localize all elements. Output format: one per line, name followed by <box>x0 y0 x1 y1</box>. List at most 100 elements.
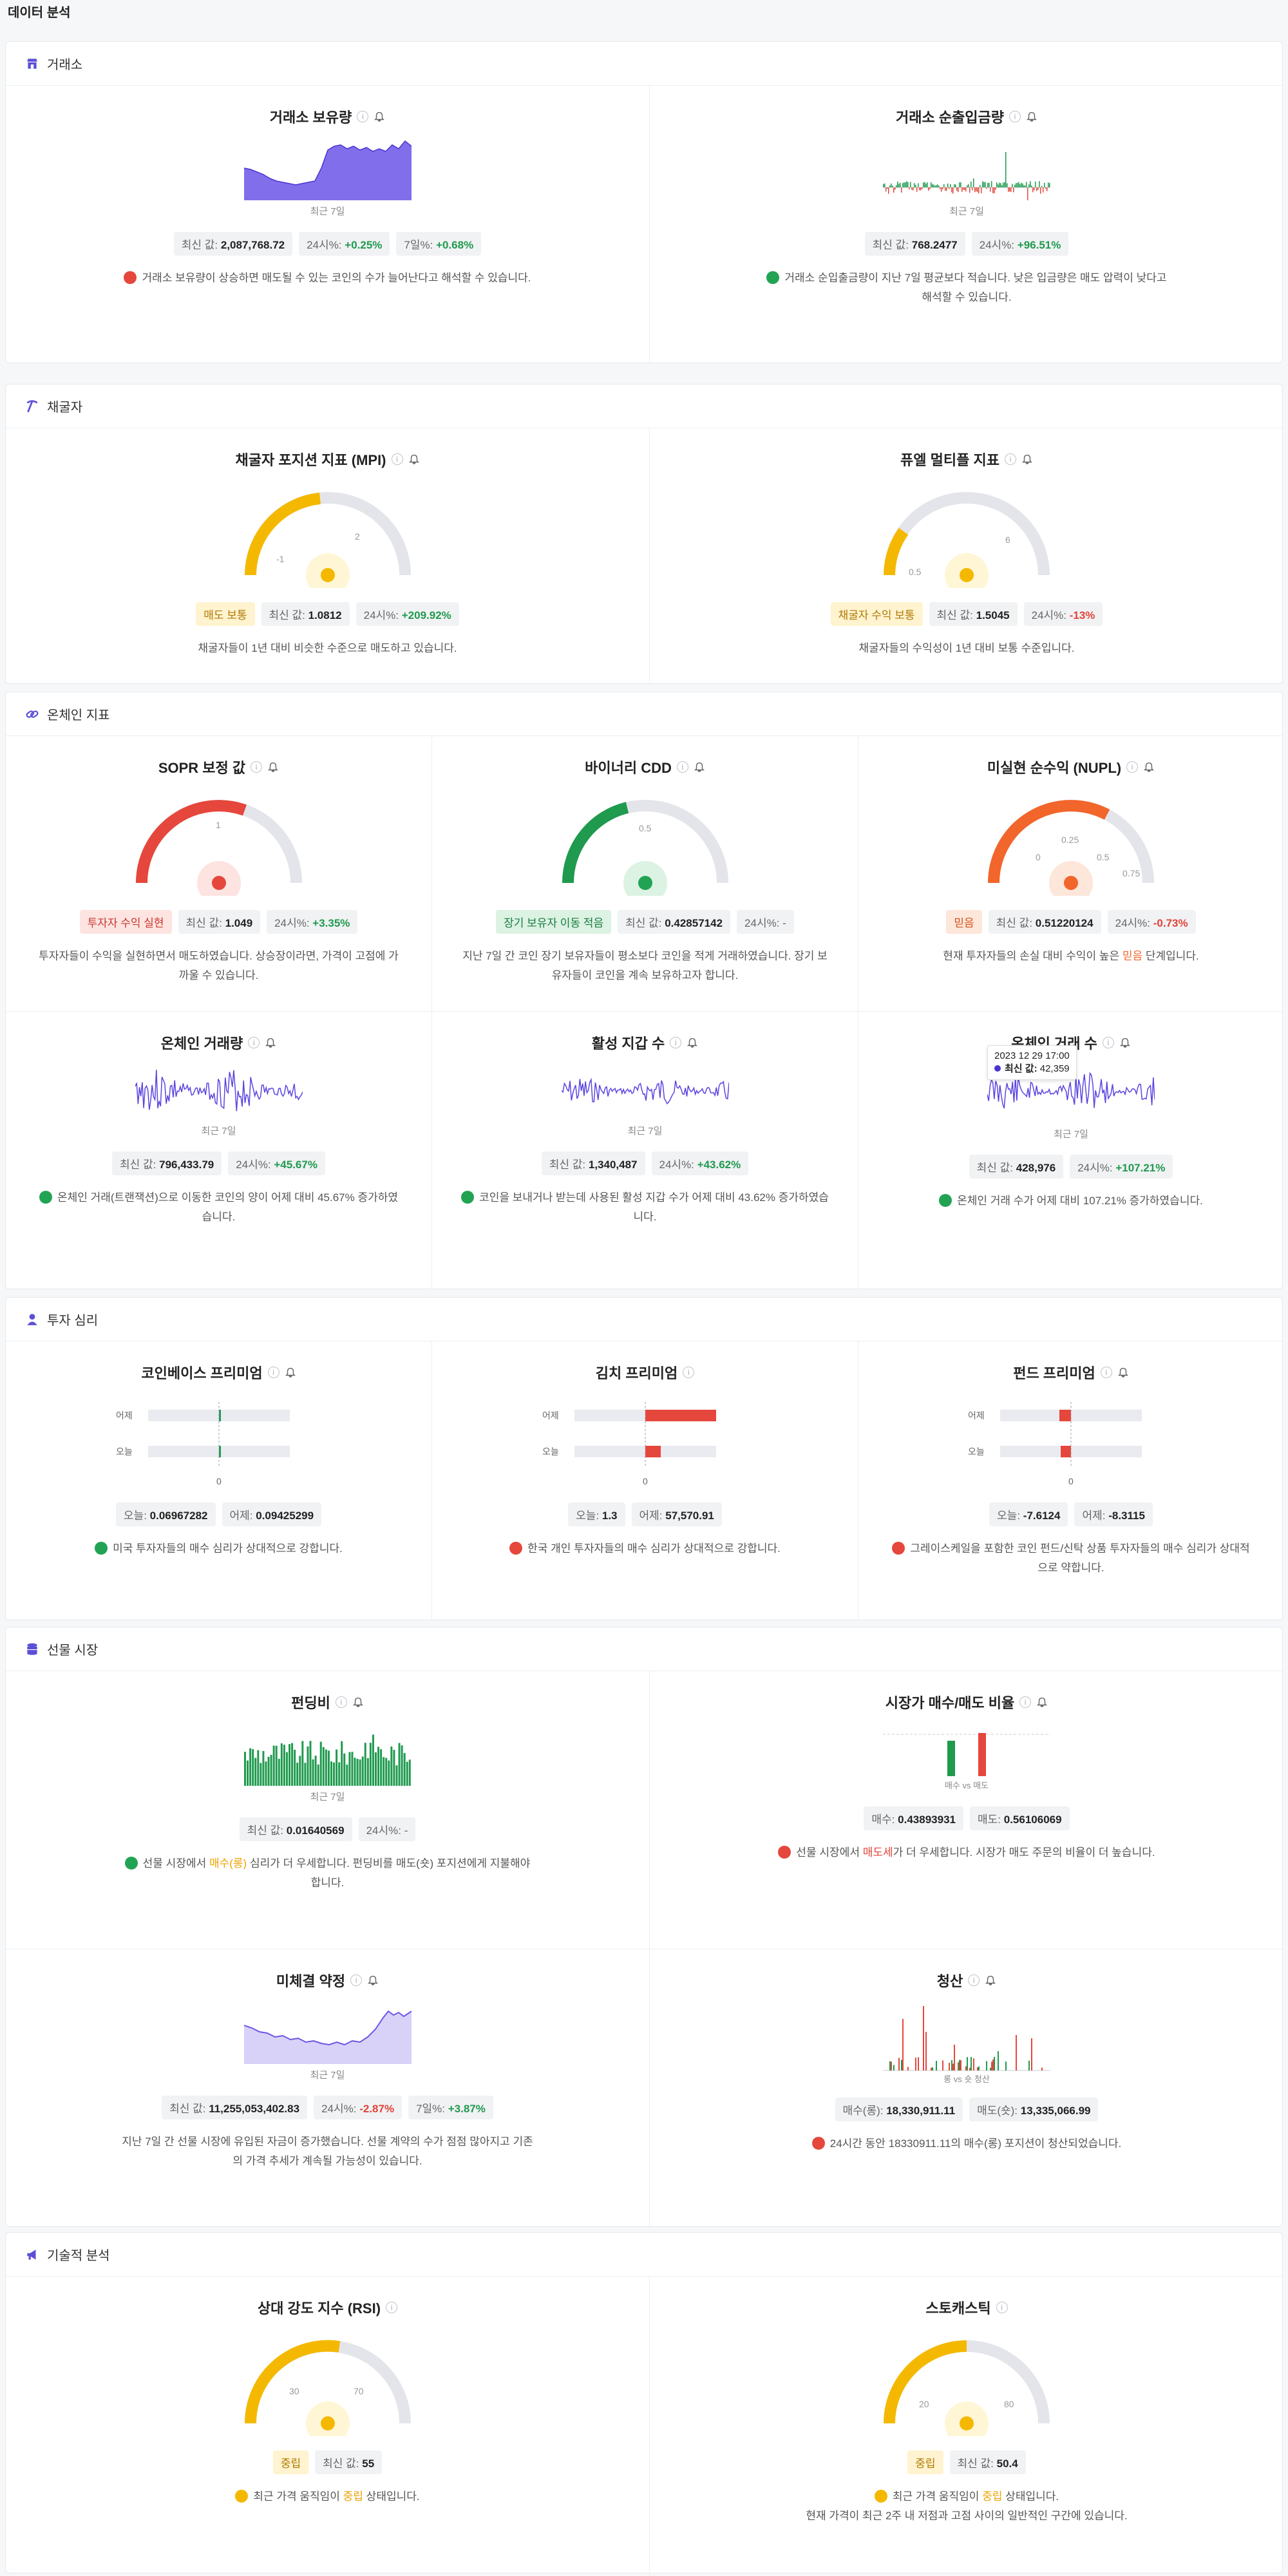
card-exchange-reserve[interactable]: 거래소 보유량 i 최근 7일 최신 값: 2,087,768.72 24시%: … <box>6 86 650 363</box>
database-icon <box>27 1643 37 1655</box>
info-icon[interactable]: i <box>1126 761 1139 773</box>
bar <box>345 1765 348 1786</box>
bell-icon[interactable] <box>367 1975 379 1986</box>
info-icon[interactable]: i <box>1019 1696 1032 1708</box>
bar <box>296 1763 298 1786</box>
bar <box>958 2062 959 2070</box>
bar <box>909 187 910 190</box>
card-exchange-netflow[interactable]: 거래소 순출입금량 i 최근 7일 최신 값: 768.2477 24시%: +9… <box>650 86 1282 363</box>
netflow-bar-chart <box>883 152 1050 200</box>
card-mpi[interactable]: 채굴자 포지션 지표 (MPI) i -1 2 매도 보통 최신 값: 1.081… <box>6 428 650 683</box>
card-description: 지난 7일 간 선물 시장에 유입된 자금이 증가했습니다. 선물 계약의 수가… <box>122 2136 533 2167</box>
info-icon[interactable]: i <box>251 761 263 773</box>
bar <box>981 187 982 194</box>
bar <box>905 182 906 187</box>
card-taker-ratio[interactable]: 시장가 매수/매도 비율 i 매수 vs 매도 매수: 0.43893931 매도… <box>650 1671 1282 1949</box>
liquidation-bar-chart: 롱 vs 숏 청산 <box>883 2006 1050 2083</box>
card-coinbase-premium[interactable]: 코인베이스 프리미엄 i 어제 오늘 0 오늘: 0.06967282 어제: 0… <box>6 1341 432 1620</box>
bar <box>902 2019 904 2070</box>
card-onchain-volume[interactable]: 온체인 거래량 i 최근 7일 최신 값: 796,433.79 24시%: +4… <box>6 1012 432 1289</box>
bar <box>949 187 950 189</box>
bell-icon[interactable] <box>1117 1367 1129 1378</box>
bar <box>387 1760 390 1786</box>
line-chart <box>561 1077 729 1104</box>
bar <box>312 1759 314 1786</box>
bar <box>952 187 954 194</box>
bar <box>1028 2060 1030 2070</box>
card-open-interest[interactable]: 미체결 약정 i 최근 7일 최신 값: 11,255,053,402.83 24… <box>6 1949 650 2226</box>
card-description: 그레이스케일을 포함한 코인 펀드/신탁 상품 투자자들의 매수 심리가 상대적… <box>891 1539 1251 1578</box>
bar <box>275 1745 278 1786</box>
info-icon[interactable]: i <box>267 1367 279 1378</box>
info-icon[interactable]: i <box>391 453 403 465</box>
bar <box>888 187 889 194</box>
info-icon[interactable]: i <box>350 1975 363 1986</box>
info-icon[interactable]: i <box>676 761 688 773</box>
card-stochastic[interactable]: 스토캐스틱 i 20 80 중립 최신 값: 50.4 최근 가격 움직임이 중립… <box>650 2277 1282 2573</box>
info-icon[interactable]: i <box>335 1696 347 1708</box>
page-title-text: 데이터 분석 <box>8 5 71 20</box>
bell-icon[interactable] <box>265 1037 276 1048</box>
bar <box>963 187 964 190</box>
info-icon[interactable]: i <box>386 2302 398 2313</box>
bell-icon[interactable] <box>1026 111 1037 122</box>
info-icon[interactable]: i <box>1009 111 1021 122</box>
bar <box>951 2060 952 2070</box>
bar <box>892 185 893 187</box>
info-icon[interactable]: i <box>1004 453 1016 465</box>
bar <box>916 187 918 192</box>
bell-icon[interactable] <box>352 1696 364 1708</box>
bar <box>1036 187 1037 191</box>
card-kimchi-premium[interactable]: 김치 프리미엄 i 어제 오늘 0 오늘: 1.3 어제: 57,570.91 한… <box>432 1341 858 1620</box>
card-active-wallets[interactable]: 활성 지갑 수 i 최근 7일 최신 값: 1,340,487 24시%: +43… <box>432 1012 858 1289</box>
bar <box>343 1753 345 1786</box>
bell-icon[interactable] <box>1119 1037 1131 1048</box>
bell-icon[interactable] <box>694 761 705 773</box>
card-nupl[interactable]: 미실현 순수익 (NUPL) i 0 0.25 0.5 0.75 믿음 최신 값:… <box>858 736 1282 1012</box>
info-icon[interactable]: i <box>1102 1037 1114 1048</box>
bar <box>902 183 904 187</box>
bell-icon[interactable] <box>985 1975 996 1986</box>
bar <box>964 187 965 191</box>
bar <box>969 187 971 193</box>
tooltip-date: 2023 12 29 17:00 <box>994 1050 1070 1061</box>
bell-icon[interactable] <box>1036 1696 1048 1708</box>
svg-text:오늘: 오늘 <box>968 1446 985 1457</box>
bell-icon[interactable] <box>687 1037 698 1048</box>
bar <box>251 1749 254 1786</box>
info-icon[interactable]: i <box>248 1037 260 1048</box>
latest-value: 최신 값: 0.51220124 <box>988 910 1101 934</box>
card-title: 시장가 매수/매도 비율 <box>885 1695 1015 1711</box>
info-icon[interactable]: i <box>968 1975 980 1986</box>
card-binary-cdd[interactable]: 바이너리 CDD i 0.5 장기 보유자 이동 적음 최신 값: 0.42857… <box>432 736 858 1012</box>
bar <box>889 2061 891 2070</box>
bar <box>408 1759 411 1786</box>
chart-period: 최근 7일 <box>949 206 984 217</box>
card-funding-rate[interactable]: 펀딩비 i 최근 7일 최신 값: 0.01640569 24시%: - 선물 시… <box>6 1671 650 1949</box>
bar <box>395 1765 397 1786</box>
info-icon[interactable]: i <box>357 111 369 122</box>
card-liquidation[interactable]: 청산 i 롱 vs 숏 청산 매수(롱): 18,330,911.11 매도(숏)… <box>650 1949 1282 2226</box>
card-title: 스토캐스틱 <box>925 2300 991 2316</box>
info-icon[interactable]: i <box>1100 1367 1112 1378</box>
bar <box>967 2057 968 2070</box>
bell-icon[interactable] <box>374 111 385 122</box>
bar <box>907 182 909 187</box>
bar <box>922 187 923 189</box>
bar <box>946 187 947 191</box>
bell-icon[interactable] <box>1021 453 1033 465</box>
card-puell[interactable]: 퓨엘 멀티플 지표 i 0.5 6 채굴자 수익 보통 최신 값: 1.5045 … <box>650 428 1282 683</box>
info-icon[interactable]: i <box>996 2302 1008 2313</box>
bell-icon[interactable] <box>285 1367 296 1378</box>
card-rsi[interactable]: 상대 강도 지수 (RSI) i 30 70 중립 최신 값: 55 최근 가격 … <box>6 2277 650 2573</box>
gauge-chart: 20 80 <box>884 2340 1050 2436</box>
bell-icon[interactable] <box>1143 761 1155 773</box>
face-icon <box>778 1846 791 1859</box>
info-icon[interactable]: i <box>683 1367 695 1378</box>
bell-icon[interactable] <box>408 453 420 465</box>
card-sopr[interactable]: SOPR 보정 값 i 1 투자자 수익 실현 최신 값: 1.049 24시%:… <box>6 736 432 1012</box>
bell-icon[interactable] <box>267 761 279 773</box>
info-icon[interactable]: i <box>670 1037 682 1048</box>
card-fund-premium[interactable]: 펀드 프리미엄 i 어제 오늘 0 오늘: -7.6124 어제: -8.3115… <box>858 1341 1282 1620</box>
